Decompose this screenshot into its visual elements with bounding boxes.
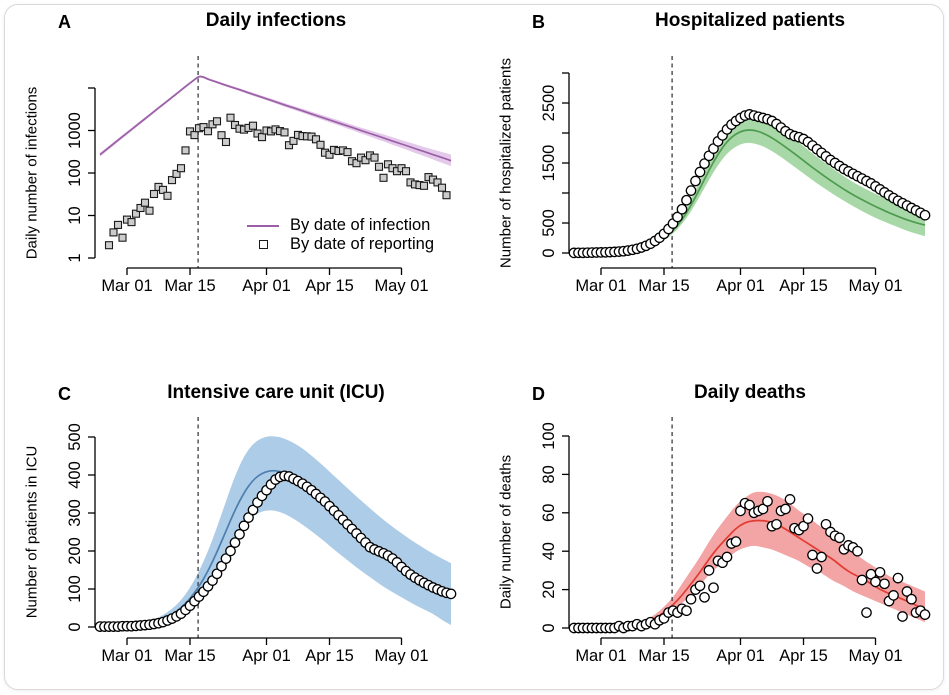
svg-text:400: 400 bbox=[66, 461, 84, 489]
svg-text:1000: 1000 bbox=[66, 112, 84, 149]
panel-icu: C Intensive care unit (ICU) Number of pa… bbox=[0, 347, 475, 695]
svg-text:Mar 01: Mar 01 bbox=[101, 647, 152, 665]
model-line-sample bbox=[247, 224, 279, 227]
svg-text:Apr 01: Apr 01 bbox=[242, 647, 291, 665]
credible-interval-band bbox=[574, 491, 925, 628]
panel-letter-d: D bbox=[532, 384, 545, 404]
svg-text:80: 80 bbox=[540, 465, 558, 483]
svg-text:0: 0 bbox=[540, 623, 558, 632]
legend: By date of infection By date of reportin… bbox=[240, 216, 434, 254]
y-tick-labels: 1 10 100 1000 bbox=[66, 112, 84, 262]
panel-title-daily-infections: Daily infections bbox=[205, 10, 347, 31]
svg-text:10: 10 bbox=[66, 206, 84, 224]
panel-hospitalized-patients: B Hospitalized patients Number of hospit… bbox=[474, 0, 949, 347]
svg-text:Mar 01: Mar 01 bbox=[575, 647, 626, 665]
svg-text:20: 20 bbox=[540, 580, 558, 598]
svg-text:Apr 01: Apr 01 bbox=[716, 647, 765, 665]
x-axis bbox=[600, 267, 877, 275]
y-axis bbox=[88, 436, 96, 628]
hospitalized-patients-chart: 0 500 1500 2500 Mar 01 Mar 15 Apr 01 Apr 15 May … bbox=[540, 56, 931, 295]
model-mean-line bbox=[573, 129, 926, 254]
svg-text:May 01: May 01 bbox=[374, 647, 428, 665]
svg-text:May 01: May 01 bbox=[848, 647, 902, 665]
svg-text:Mar 15: Mar 15 bbox=[638, 277, 689, 295]
legend-square-sample-wrap bbox=[240, 240, 286, 249]
legend-item-by-date-of-infection: By date of infection bbox=[240, 216, 434, 235]
y-tick-labels: 0 100 200 300 400 500 bbox=[66, 423, 84, 631]
y-tick-labels: 0 500 1500 2500 bbox=[540, 85, 558, 258]
y-axis bbox=[88, 87, 96, 259]
panel-letter-c: C bbox=[58, 384, 71, 404]
x-axis bbox=[600, 637, 877, 645]
legend-item-by-date-of-reporting: By date of reporting bbox=[240, 235, 434, 254]
icu-chart: 0 100 200 300 400 500 Mar 01 Mar 15 Apr 01 Apr 15… bbox=[66, 417, 457, 665]
svg-text:Apr 01: Apr 01 bbox=[716, 277, 765, 295]
reported-square-sample bbox=[258, 240, 268, 249]
svg-text:300: 300 bbox=[66, 499, 84, 527]
svg-text:60: 60 bbox=[540, 504, 558, 522]
panel-letter-a: A bbox=[58, 12, 71, 32]
credible-interval-band bbox=[574, 116, 925, 253]
svg-text:200: 200 bbox=[66, 537, 84, 565]
panel-letter-b: B bbox=[532, 12, 545, 32]
legend-line-sample-wrap bbox=[240, 224, 286, 227]
svg-text:Apr 15: Apr 15 bbox=[305, 277, 354, 295]
svg-text:Apr 15: Apr 15 bbox=[305, 647, 354, 665]
credible-interval-band bbox=[100, 436, 451, 627]
credible-interval-band bbox=[100, 75, 451, 167]
svg-text:Mar 01: Mar 01 bbox=[575, 277, 626, 295]
svg-text:1: 1 bbox=[66, 253, 84, 262]
daily-deaths-chart: 0 20 40 60 80 100 Mar 01 Mar 15 Apr 01 Apr 15 May … bbox=[540, 417, 931, 665]
svg-text:Apr 15: Apr 15 bbox=[779, 647, 828, 665]
svg-text:1500: 1500 bbox=[540, 145, 558, 182]
svg-text:Apr 15: Apr 15 bbox=[779, 277, 828, 295]
svg-text:0: 0 bbox=[540, 248, 558, 257]
svg-text:500: 500 bbox=[66, 423, 84, 451]
x-tick-labels: Mar 01 Mar 15 Apr 01 Apr 15 May 01 bbox=[575, 647, 902, 665]
x-tick-labels: Mar 01 Mar 15 Apr 01 Apr 15 May 01 bbox=[101, 647, 428, 665]
observed-points bbox=[104, 113, 451, 250]
legend-label-infection: By date of infection bbox=[290, 216, 431, 234]
panel-daily-infections: A Daily infections Daily number of infec… bbox=[0, 0, 475, 347]
svg-text:Mar 01: Mar 01 bbox=[101, 277, 152, 295]
observed-points bbox=[568, 109, 931, 259]
svg-text:Mar 15: Mar 15 bbox=[164, 647, 215, 665]
x-axis bbox=[126, 267, 403, 275]
svg-text:Apr 01: Apr 01 bbox=[242, 277, 291, 295]
svg-text:40: 40 bbox=[540, 542, 558, 560]
svg-text:May 01: May 01 bbox=[848, 277, 902, 295]
panel-title-icu: Intensive care unit (ICU) bbox=[167, 382, 385, 403]
x-tick-labels: Mar 01 Mar 15 Apr 01 Apr 15 May 01 bbox=[575, 277, 902, 295]
model-mean-line bbox=[99, 75, 452, 162]
svg-text:May 01: May 01 bbox=[374, 277, 428, 295]
svg-text:Mar 15: Mar 15 bbox=[638, 647, 689, 665]
svg-text:100: 100 bbox=[540, 422, 558, 450]
observed-points bbox=[94, 470, 457, 632]
svg-text:2500: 2500 bbox=[540, 85, 558, 122]
svg-text:100: 100 bbox=[66, 575, 84, 603]
svg-text:0: 0 bbox=[66, 622, 84, 631]
y-tick-labels: 0 20 40 60 80 100 bbox=[540, 422, 558, 632]
svg-text:500: 500 bbox=[540, 209, 558, 237]
svg-text:Mar 15: Mar 15 bbox=[164, 277, 215, 295]
y-axis bbox=[562, 435, 570, 629]
legend-label-reporting: By date of reporting bbox=[290, 235, 435, 253]
daily-infections-chart: 1 10 100 1000 Mar 01 Mar 15 Apr 01 Apr 15 May 01 bbox=[66, 56, 452, 295]
x-tick-labels: Mar 01 Mar 15 Apr 01 Apr 15 May 01 bbox=[101, 277, 428, 295]
svg-text:100: 100 bbox=[66, 159, 84, 187]
figure-card bbox=[4, 4, 944, 690]
panel-title-hospitalized: Hospitalized patients bbox=[654, 10, 846, 31]
x-axis bbox=[126, 637, 403, 645]
observed-points bbox=[568, 494, 931, 634]
panel-title-daily-deaths: Daily deaths bbox=[694, 382, 806, 403]
y-axis bbox=[562, 72, 570, 254]
